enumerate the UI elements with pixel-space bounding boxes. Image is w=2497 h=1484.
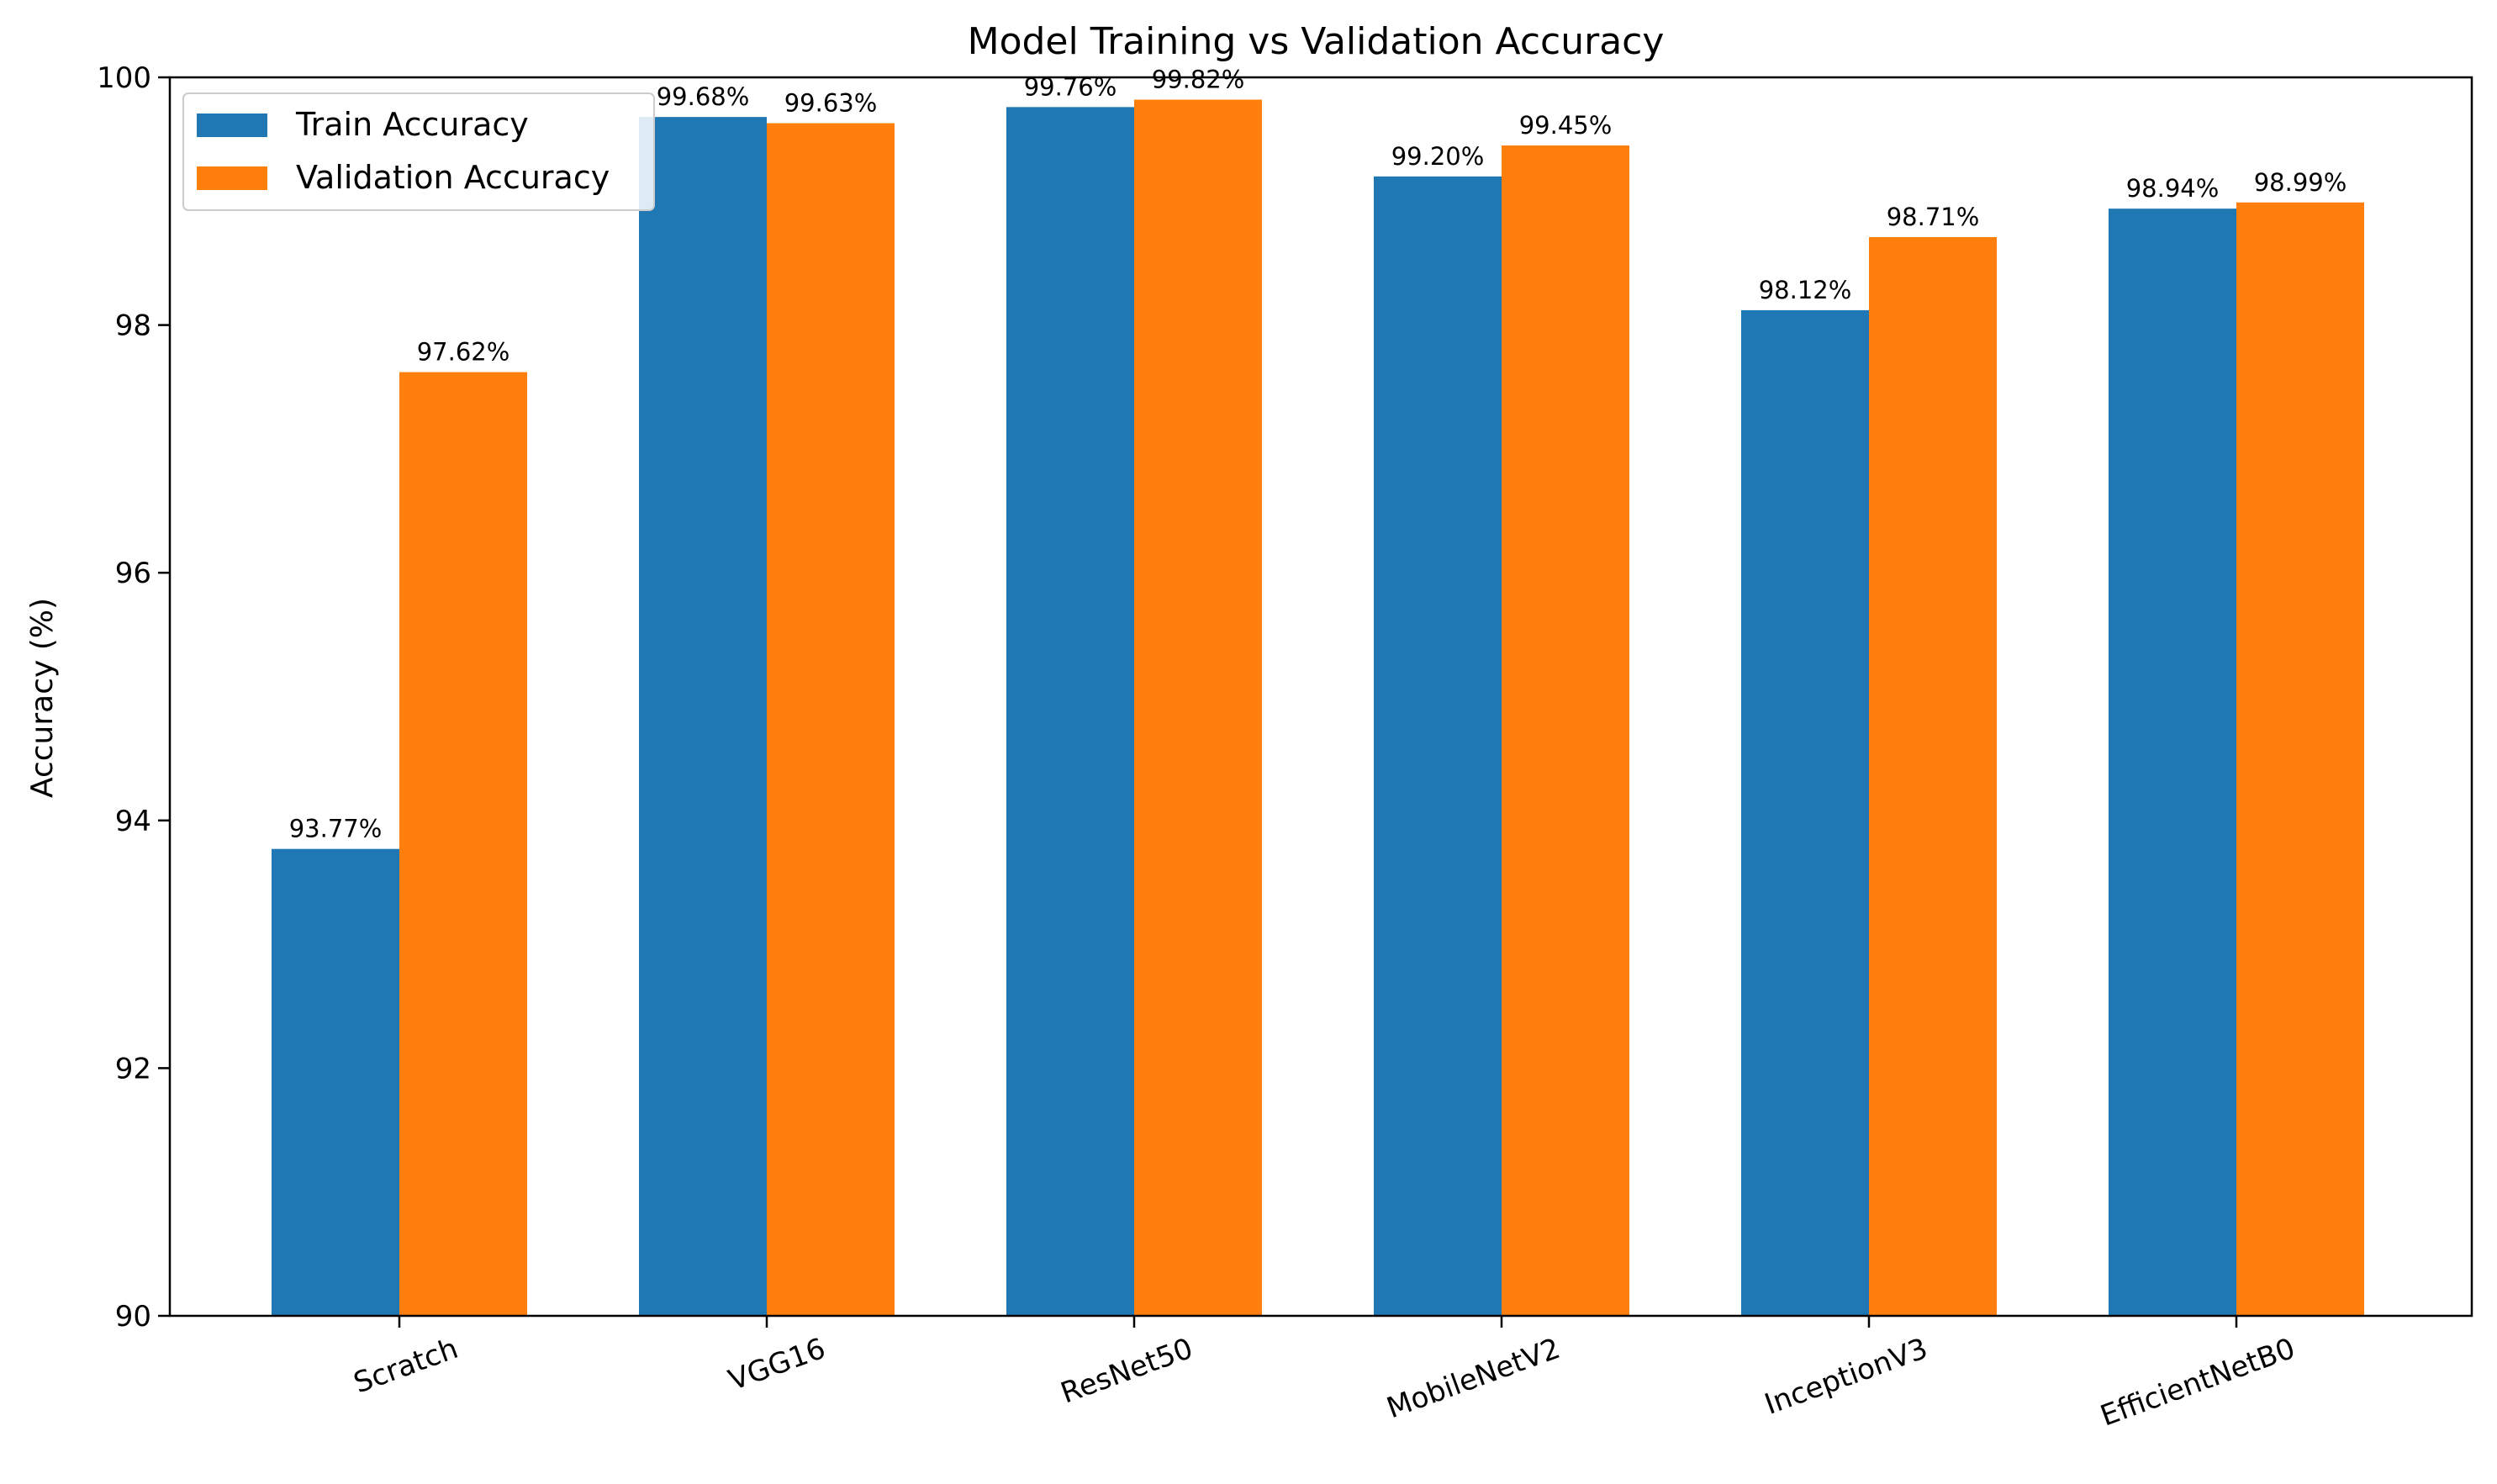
data-labels-layer: 93.77%99.68% 99.76%99.20%98.12%98.94%97.6… bbox=[289, 66, 2347, 843]
legend-swatch-train bbox=[197, 114, 267, 137]
x-tick-label-resnet50: ResNet50 bbox=[1057, 1332, 1197, 1411]
bar-train-vgg16 bbox=[639, 117, 767, 1317]
y-tick-label: 90 bbox=[115, 1300, 151, 1333]
x-tick-label-efficientnetb0: EfficientNetB0 bbox=[2096, 1332, 2299, 1434]
legend-swatch-validation bbox=[197, 166, 267, 190]
bar-train-resnet50 bbox=[1006, 107, 1134, 1316]
legend-label-validation: Validation Accuracy bbox=[296, 159, 610, 196]
y-tick-label: 100 bbox=[97, 61, 151, 95]
plot-frame bbox=[168, 76, 2473, 1318]
x-tick-label-scratch: Scratch bbox=[349, 1332, 462, 1401]
data-label: 99.20% bbox=[1391, 142, 1485, 171]
bars-layer bbox=[272, 99, 2364, 1317]
y-axis-label: Accuracy (%) bbox=[25, 598, 60, 798]
data-label: 97.62% bbox=[417, 338, 510, 367]
data-label: 99.68% bbox=[657, 82, 750, 111]
bar-train-mobilenetv2 bbox=[1374, 176, 1502, 1317]
data-label: 99.82% bbox=[1152, 66, 1245, 94]
y-tick-label: 92 bbox=[115, 1052, 151, 1085]
bar-train-efficientnetb0 bbox=[2109, 209, 2236, 1317]
data-label: 99.63% bbox=[784, 89, 878, 118]
data-label: 98.99% bbox=[2254, 168, 2347, 197]
data-label: 98.94% bbox=[2126, 174, 2220, 203]
bar-validation-mobilenetv2 bbox=[1502, 145, 1629, 1316]
data-label: 98.12% bbox=[1759, 276, 1852, 304]
bar-validation-vgg16 bbox=[767, 123, 895, 1317]
bar-validation-scratch bbox=[399, 372, 527, 1317]
bar-validation-inceptionv3 bbox=[1869, 237, 1997, 1317]
bar-train-scratch bbox=[272, 848, 399, 1316]
legend-label-train: Train Accuracy bbox=[295, 106, 529, 143]
bar-validation-efficientnetb0 bbox=[2236, 202, 2364, 1317]
legend: Train Accuracy Validation Accuracy bbox=[182, 92, 655, 211]
chart-title: Model Training vs Validation Accuracy bbox=[968, 20, 1665, 63]
y-tick-label: 94 bbox=[115, 805, 151, 838]
y-axis: 90 92 94 96 98 100 bbox=[97, 61, 170, 1333]
y-tick-label: 98 bbox=[115, 309, 151, 343]
data-label: 99.45% bbox=[1519, 111, 1613, 140]
legend-box bbox=[182, 92, 655, 211]
x-tick-label-mobilenetv2: MobileNetV2 bbox=[1382, 1332, 1565, 1426]
x-axis: Scratch VGG16 ResNet50 MobileNetV2 Inception… bbox=[349, 1316, 2299, 1434]
data-label: 93.77% bbox=[289, 815, 383, 843]
bar-train-inceptionv3 bbox=[1741, 309, 1869, 1316]
data-label: 98.71% bbox=[1887, 203, 1980, 231]
y-tick-label: 96 bbox=[115, 557, 151, 590]
x-tick-label-inceptionv3: InceptionV3 bbox=[1761, 1332, 1932, 1422]
bar-validation-resnet50 bbox=[1134, 99, 1262, 1316]
x-tick-label-vgg16: VGG16 bbox=[724, 1332, 830, 1397]
